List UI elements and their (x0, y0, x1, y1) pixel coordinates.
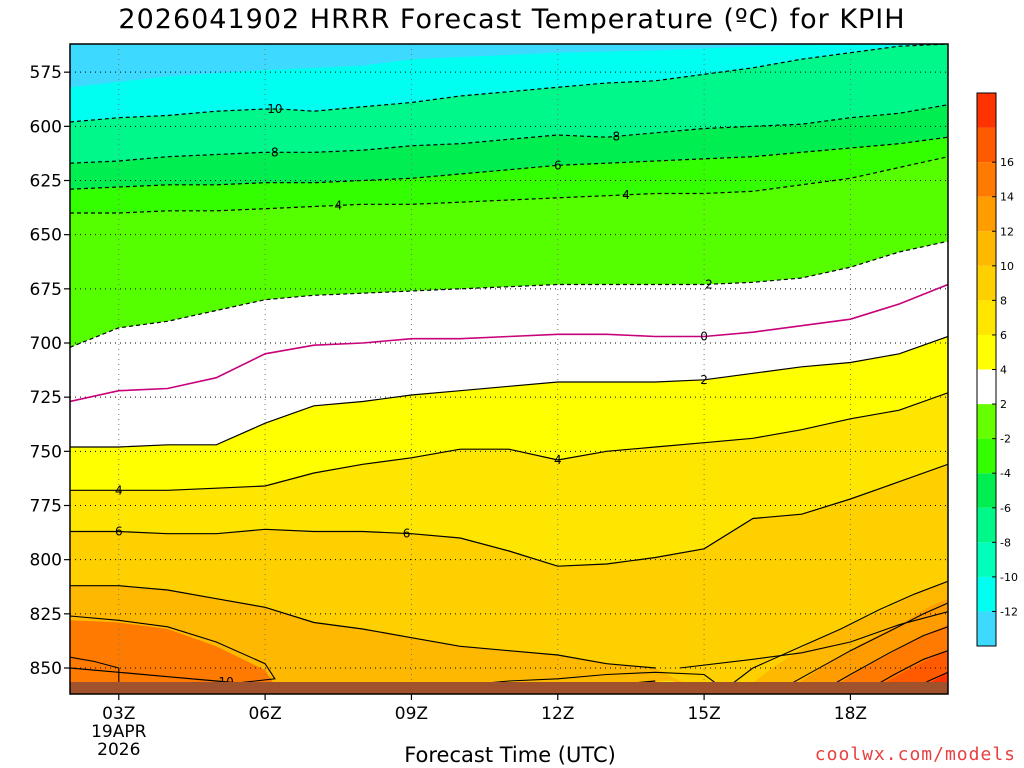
chart-title: 2026041902 HRRR Forecast Temperature (ºC… (118, 4, 906, 35)
colorbar: -12 -10 -8 -6 -4 -2 2 4 6 8 10 12 14 16 (976, 92, 1018, 647)
colorbar-swatch (977, 334, 996, 370)
x-tick-label: 12Z (541, 704, 574, 724)
isotherm-label: 8 (612, 129, 620, 143)
y-tick-label: 675 (30, 280, 62, 300)
x-tick-label: 03Z (102, 704, 135, 724)
y-tick-label: 700 (30, 334, 62, 354)
x-tick-label: 15Z (687, 704, 720, 724)
colorbar-tick-label: 10 (1000, 260, 1014, 273)
colorbar-swatch (977, 507, 996, 543)
y-tick-label: 575 (30, 63, 62, 83)
colorbar-tick-label: 16 (1000, 156, 1014, 169)
isotherm-label: 6 (554, 158, 562, 172)
x-tick-label: 09Z (395, 704, 428, 724)
isotherm-label: 2 (705, 277, 713, 291)
colorbar-tick-label: -2 (1000, 433, 1011, 446)
x-tick-label: 06Z (248, 704, 281, 724)
colorbar-tick-label: -6 (1000, 502, 1011, 515)
colorbar-swatch (977, 369, 996, 405)
colorbar-swatch (977, 162, 996, 197)
isotherm-surface-5 (772, 602, 948, 694)
isotherm-label: 2 (700, 373, 708, 387)
isotherm-2 (70, 335, 948, 448)
colorbar-swatch (977, 611, 996, 646)
colorbar-swatch (977, 196, 996, 232)
isotherm-label: 4 (554, 453, 562, 467)
isotherm-surface-1 (70, 656, 120, 686)
isotherm-label: 4 (622, 188, 630, 202)
x-axis-title: Forecast Time (UTC) (404, 743, 616, 767)
isotherm-label: 6 (115, 525, 123, 539)
colorbar-swatch (977, 576, 996, 612)
colorbar-tick-label: -12 (1000, 605, 1018, 618)
colorbar-swatch (977, 542, 996, 577)
isotherm-label: 8 (271, 145, 279, 159)
isotherm-8 (70, 585, 656, 669)
colorbar-tick-label: -4 (1000, 467, 1011, 480)
isotherm-surface-6 (816, 626, 948, 694)
y-tick-label: 775 (30, 497, 62, 517)
colorbar-tick-label: 2 (1000, 398, 1007, 411)
colorbar-swatch (977, 473, 996, 508)
x-tick-label: 18Z (834, 704, 867, 724)
colorbar-swatch (977, 93, 996, 128)
isotherm-surface-4 (718, 580, 948, 694)
colorbar-tick-label: 8 (1000, 294, 1007, 307)
grid-layer (70, 44, 948, 694)
y-tick-label: 750 (30, 442, 62, 462)
isotherm-label: 6 (403, 526, 411, 540)
colorbar-tick-label: -10 (1000, 571, 1018, 584)
colorbar-tick-label: -8 (1000, 536, 1011, 549)
isotherm-label: 0 (700, 330, 708, 344)
plot-frame (69, 43, 949, 695)
isotherm-0 (70, 283, 948, 403)
colorbar-tick-label: 14 (1000, 191, 1014, 204)
surface-terrain (70, 682, 948, 694)
y-tick-label: 725 (30, 388, 62, 408)
isotherm-label: 4 (115, 483, 123, 497)
source-credit: coolwx.com/models (814, 744, 1016, 765)
isotherm-label: 4 (334, 198, 342, 212)
colorbar-swatch (977, 300, 996, 335)
x-tick-date-label: 2026 (97, 740, 140, 760)
x-tick-date-label: 19APR (91, 722, 147, 742)
isotherm-6 (70, 463, 948, 567)
isotherm-4 (70, 392, 948, 491)
isotherm-label: 10 (267, 102, 282, 116)
colorbar-swatch (977, 127, 996, 163)
isotherm-minus-10 (70, 44, 948, 123)
colorbar-swatch (977, 438, 996, 474)
y-tick-label: 825 (30, 605, 62, 625)
y-tick-label: 850 (30, 659, 62, 679)
y-axis: 575 600 625 650 675 700 725 750 775 800 825 850 (30, 63, 70, 679)
colorbar-tick-label: 6 (1000, 329, 1007, 342)
colorbar-tick-label: 12 (1000, 225, 1014, 238)
colorbar-swatch (977, 404, 996, 439)
colorbar-swatch (977, 265, 996, 301)
y-tick-label: 800 (30, 551, 62, 571)
colorbar-tick-label: 4 (1000, 364, 1007, 377)
isotherm-minus-2 (70, 240, 948, 348)
temperature-fill-layer (70, 44, 948, 694)
y-tick-label: 650 (30, 226, 62, 246)
isotherm-surface-9 (679, 611, 948, 669)
y-tick-label: 600 (30, 117, 62, 137)
colorbar-swatch (977, 231, 996, 266)
y-tick-label: 625 (30, 172, 62, 192)
